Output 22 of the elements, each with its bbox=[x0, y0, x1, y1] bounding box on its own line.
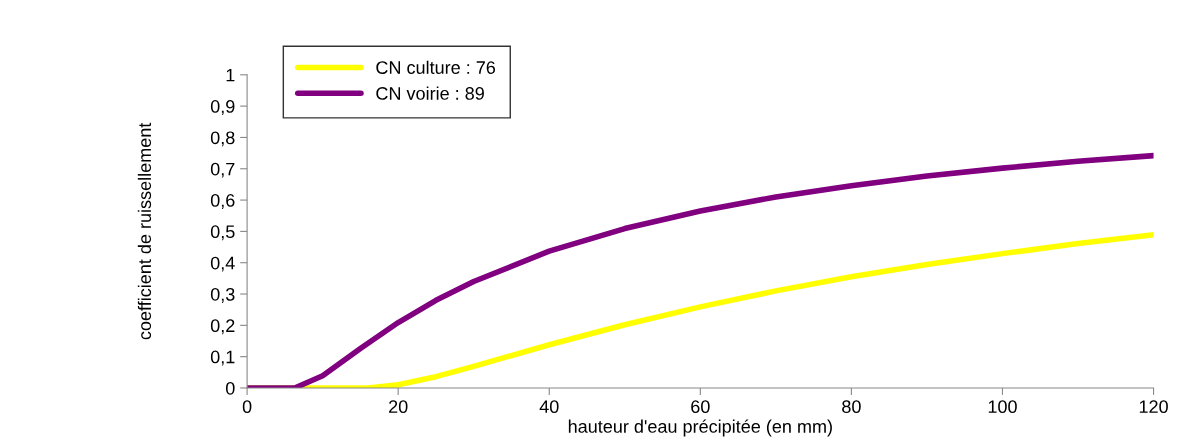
y-tick-label: 0 bbox=[225, 381, 235, 395]
legend-label: CN voirie : 89 bbox=[376, 86, 484, 100]
x-tick-label: 80 bbox=[842, 400, 861, 414]
y-tick-label: 0,7 bbox=[210, 162, 235, 178]
y-tick-label: 0,3 bbox=[210, 287, 235, 303]
y-tick-label: 0,5 bbox=[210, 225, 235, 241]
y-tick-label: 0,1 bbox=[210, 350, 235, 366]
x-tick-label: 60 bbox=[691, 400, 710, 414]
y-axis-title: coefficient de ruissellement bbox=[137, 122, 152, 340]
x-tick-label: 40 bbox=[539, 400, 559, 414]
x-axis-title: hauteur d'eau précipitée (en mm) bbox=[568, 419, 832, 437]
y-tick-label: 0,2 bbox=[210, 319, 235, 335]
x-tick-label: 120 bbox=[1139, 400, 1168, 414]
y-tick-label: 0,9 bbox=[210, 100, 235, 115]
y-tick-label: 1 bbox=[226, 68, 235, 82]
y-tick-label: 0,4 bbox=[210, 256, 235, 272]
x-tick-label: 100 bbox=[988, 400, 1017, 414]
x-tick-label: 0 bbox=[242, 400, 252, 414]
x-tick-label: 20 bbox=[389, 400, 408, 414]
y-tick-label: 0,8 bbox=[210, 131, 235, 147]
legend-label: CN culture : 76 bbox=[376, 60, 496, 74]
y-tick-label: 0,6 bbox=[210, 194, 235, 209]
